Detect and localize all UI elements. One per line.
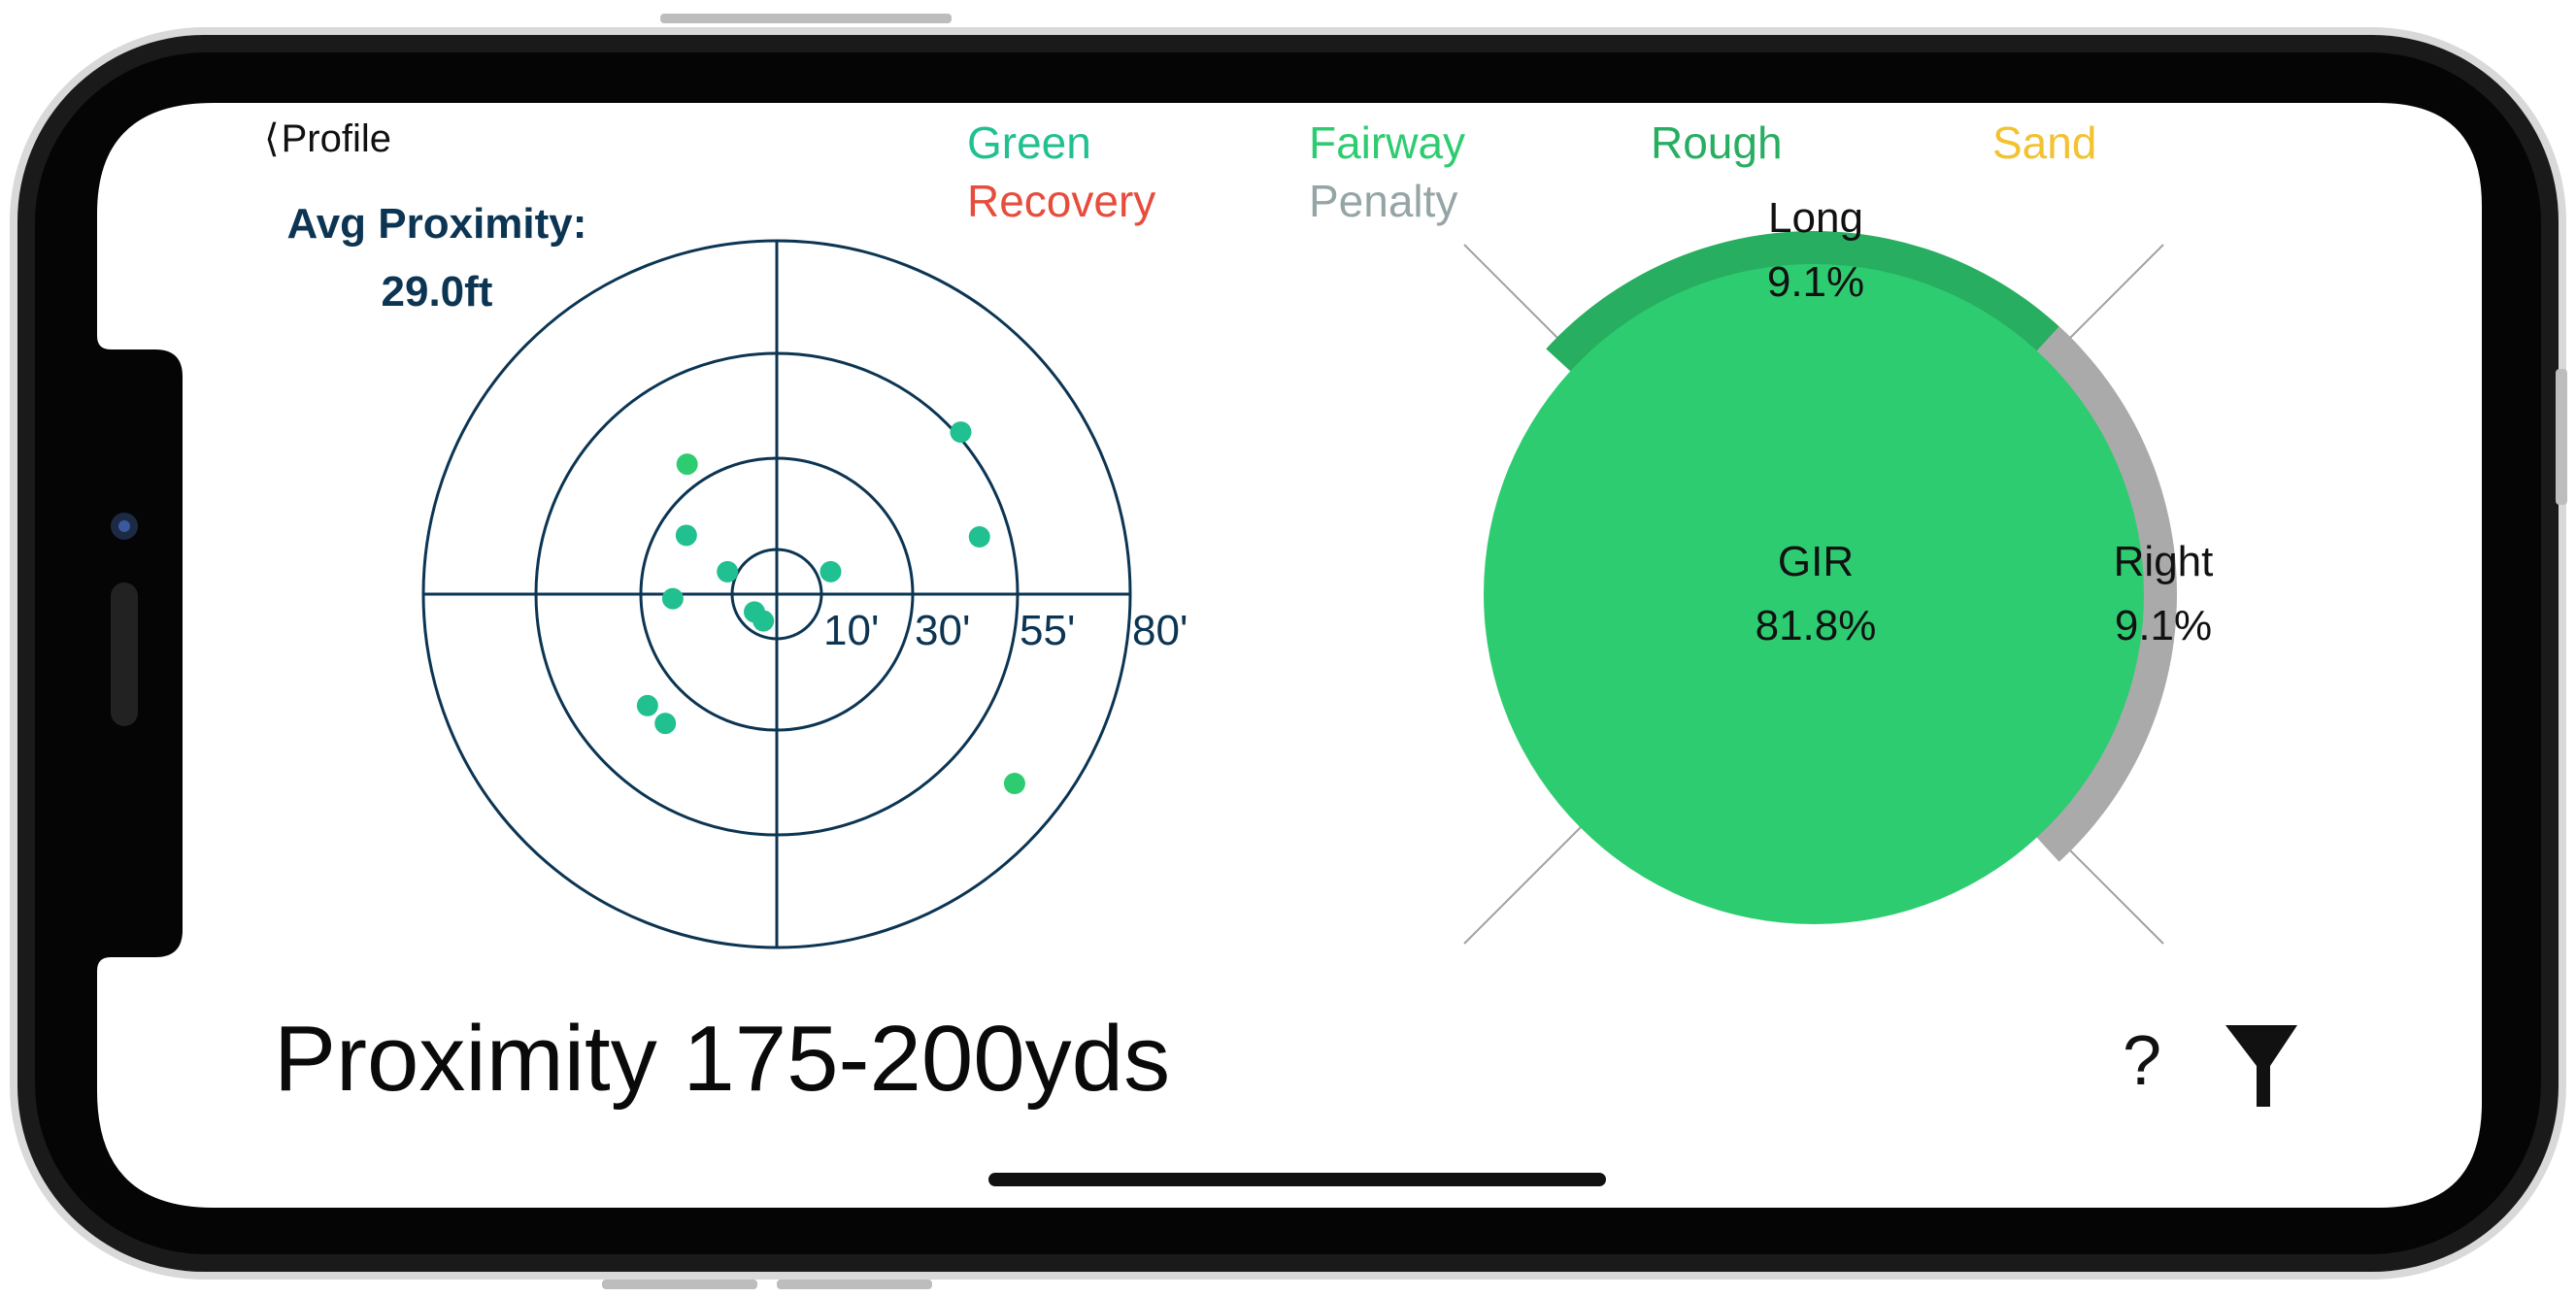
legend-rough: Rough xyxy=(1651,117,1783,168)
sector-gir-label: GIR xyxy=(1777,538,1855,585)
shot-point-3 xyxy=(675,524,697,547)
ring-label-55: 55' xyxy=(1020,607,1075,654)
sector-right: Right 9.1% xyxy=(2037,530,2290,658)
sector-long: Long 9.1% xyxy=(1689,186,1942,315)
lie-pie-chart xyxy=(1463,231,2178,945)
shot-point-12 xyxy=(1003,773,1025,795)
avg-proximity-value: 29.0ft xyxy=(381,268,493,316)
legend-sand: Sand xyxy=(1992,117,2097,168)
pie-slice-right xyxy=(2033,326,2178,862)
sector-right-label: Right xyxy=(2113,538,2214,585)
sector-right-value: 9.1% xyxy=(2114,602,2213,649)
shot-point-4 xyxy=(717,560,739,582)
legend-penalty: Penalty xyxy=(1309,176,1458,226)
pie-slice-long xyxy=(1546,231,2082,375)
avg-proximity: Avg Proximity: 29.0ft xyxy=(243,190,631,326)
sector-gir-value: 81.8% xyxy=(1755,602,1877,649)
sector-long-label: Long xyxy=(1768,194,1863,242)
back-button[interactable]: ⟨ Profile xyxy=(264,116,391,161)
page-title: Proximity 175-200yds xyxy=(274,1007,1171,1111)
shot-point-9 xyxy=(636,694,658,716)
shot-point-2 xyxy=(968,526,990,549)
ring-label-80: 80' xyxy=(1132,607,1188,654)
shot-point-8 xyxy=(753,610,775,632)
legend-green: Green xyxy=(967,117,1091,168)
help-button[interactable]: ? xyxy=(2123,1022,2162,1100)
shot-point-11 xyxy=(676,453,698,476)
filter-icon[interactable] xyxy=(2224,1021,2299,1109)
chevron-left-icon: ⟨ xyxy=(264,117,280,160)
legend-recovery: Recovery xyxy=(967,176,1156,226)
sector-gir: GIR 81.8% xyxy=(1689,530,1942,658)
ring-label-30: 30' xyxy=(915,607,970,654)
shot-point-10 xyxy=(654,713,677,735)
shot-point-1 xyxy=(950,421,972,444)
legend-fairway: Fairway xyxy=(1309,117,1466,168)
pie-slice-gir xyxy=(1484,264,2144,924)
ring-label-10: 10' xyxy=(823,607,879,654)
shot-point-6 xyxy=(820,560,842,582)
avg-proximity-label: Avg Proximity: xyxy=(286,200,587,248)
proximity-target-chart: 10' 30' 55' 80' xyxy=(421,239,1188,949)
shot-point-5 xyxy=(661,587,684,610)
sector-long-value: 9.1% xyxy=(1766,258,1865,306)
home-indicator[interactable] xyxy=(988,1173,1606,1186)
back-label: Profile xyxy=(281,116,391,160)
